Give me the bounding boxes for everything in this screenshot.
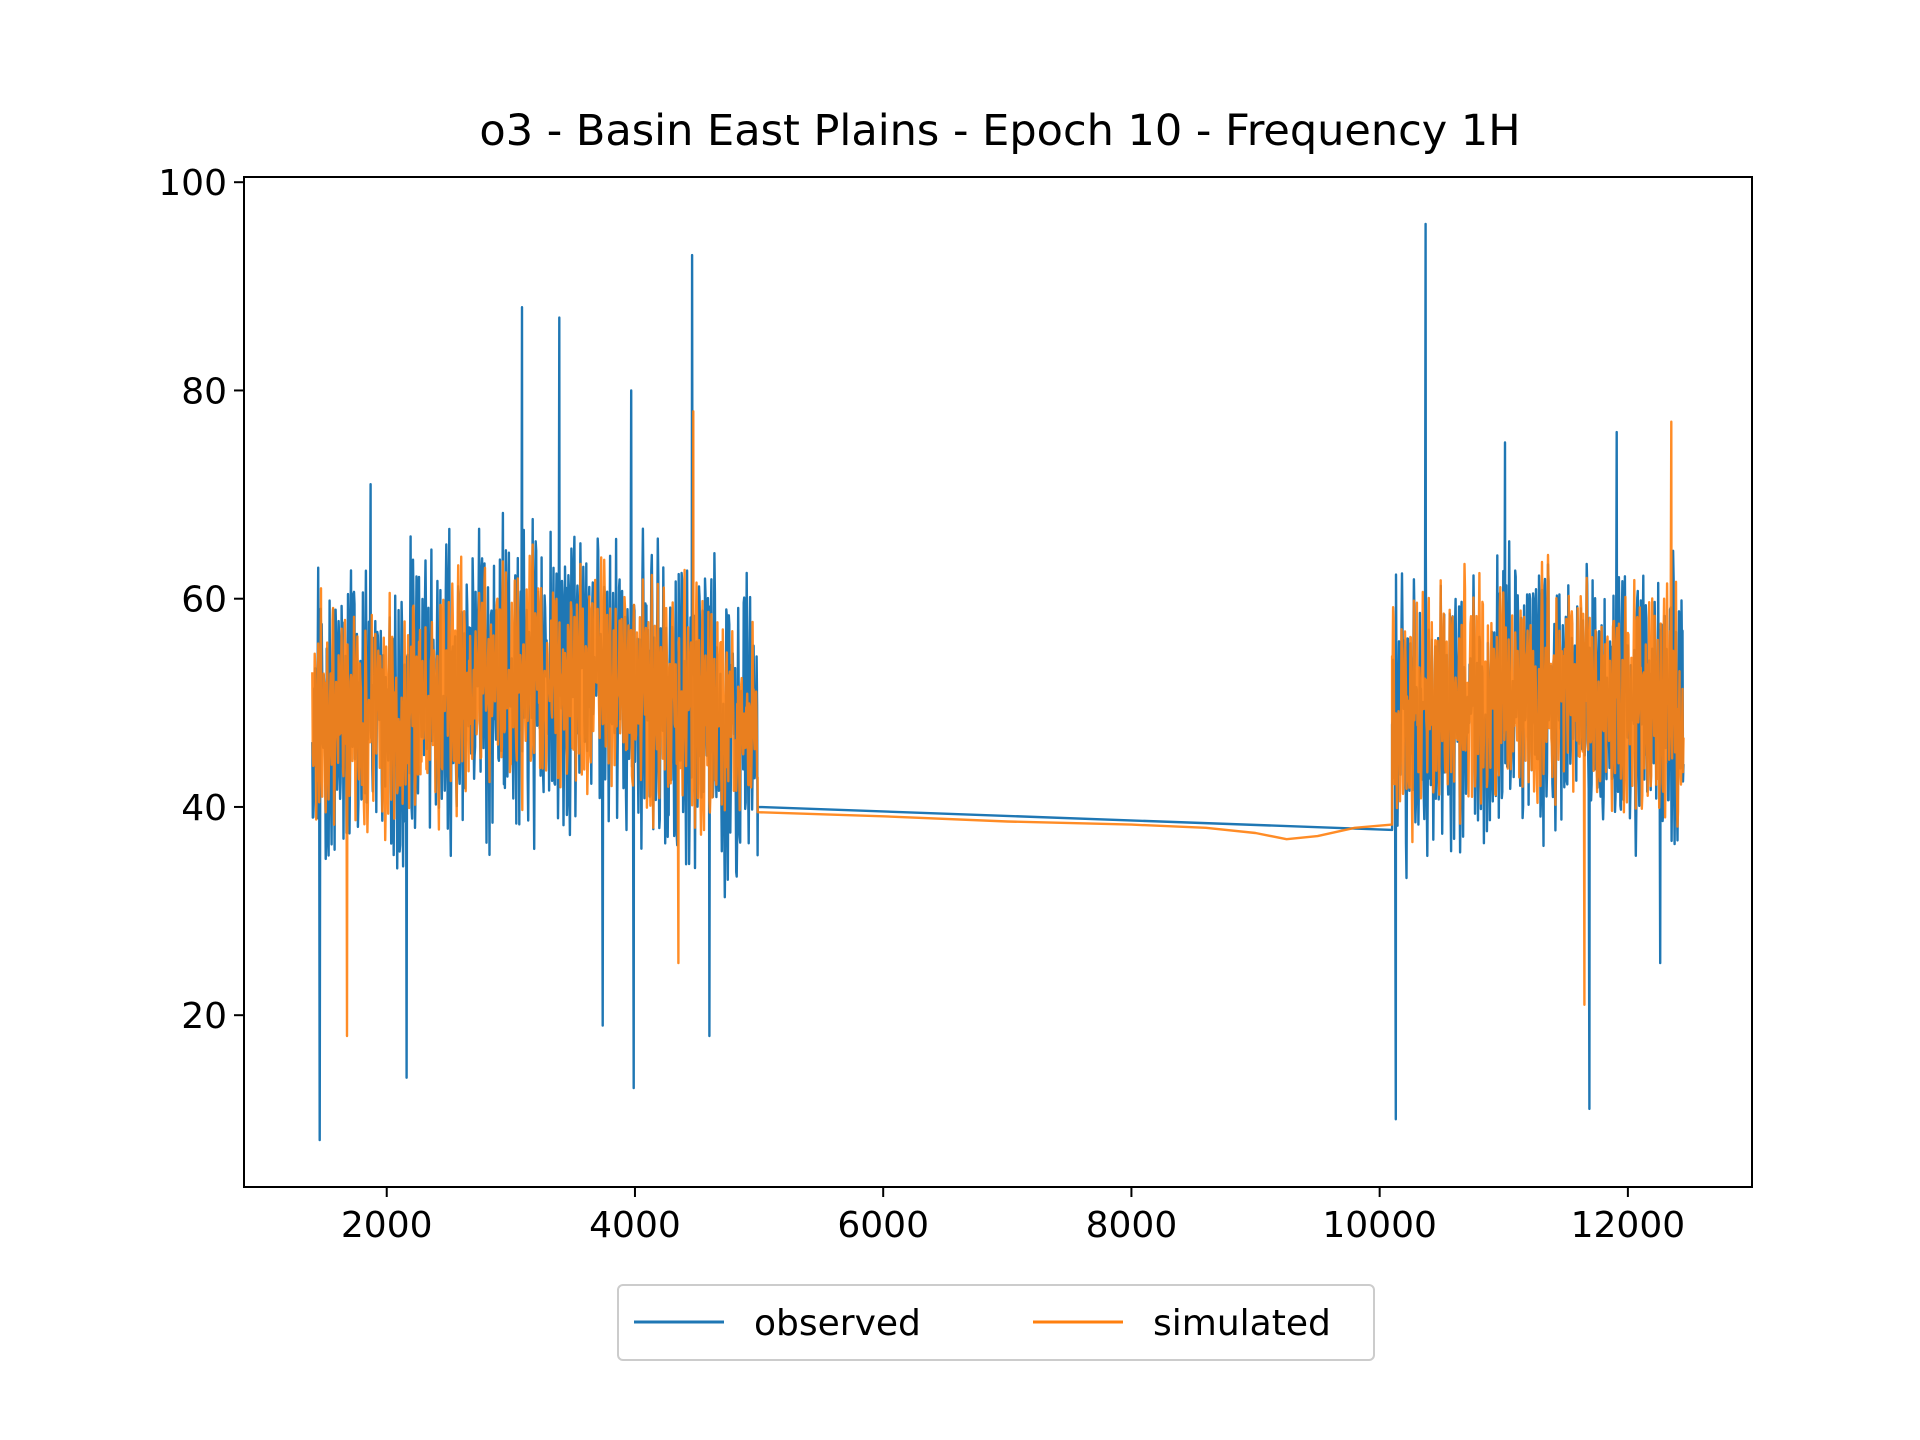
chart-title: o3 - Basin East Plains - Epoch 10 - Freq… (479, 106, 1520, 156)
legend-label-observed: observed (754, 1303, 921, 1344)
y-tick-label: 40 (181, 788, 227, 829)
axes: 2000 4000 6000 8000 10000 12000 20 40 60 80 100 (158, 163, 1753, 1246)
plot-area (311, 222, 1685, 1142)
x-tick-label: 8000 (1086, 1205, 1178, 1246)
x-tick-label: 6000 (837, 1205, 929, 1246)
x-tick-label: 10000 (1322, 1205, 1437, 1246)
y-tick-label: 80 (181, 371, 227, 412)
x-tick-label: 2000 (341, 1205, 433, 1246)
y-tick-label: 100 (158, 163, 227, 204)
y-tick-label: 60 (181, 580, 227, 621)
axes-frame (243, 176, 1753, 1188)
x-tick-label: 12000 (1571, 1205, 1686, 1246)
series-line-simulated (311, 410, 1685, 1038)
legend-frame (617, 1284, 1375, 1361)
y-tick-label: 20 (181, 996, 227, 1037)
legend-label-simulated: simulated (1153, 1303, 1331, 1344)
x-tick-label: 4000 (589, 1205, 681, 1246)
legend: observed simulated (617, 1284, 1375, 1361)
